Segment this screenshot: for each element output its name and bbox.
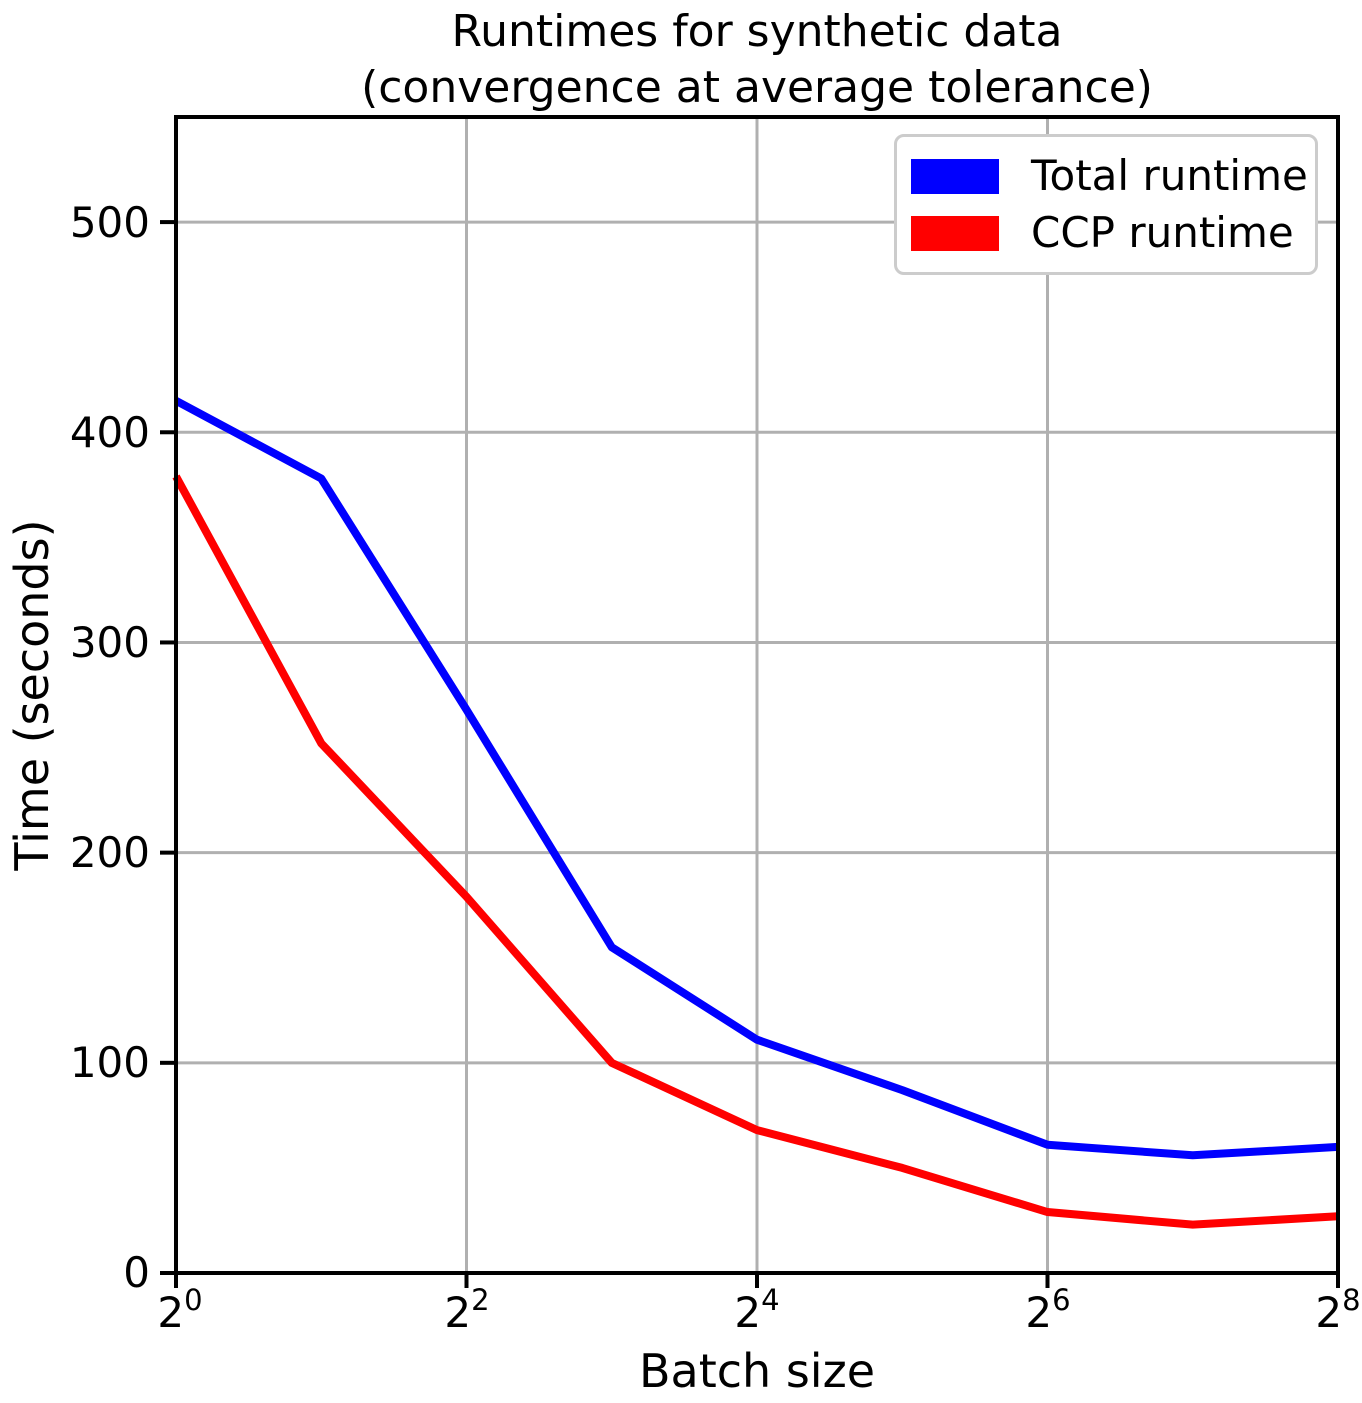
x-axis-label: Batch size — [638, 1344, 876, 1398]
xtick-label-2p0: 20 — [157, 1283, 202, 1340]
legend: Total runtime CCP runtime — [894, 134, 1318, 275]
gridlines — [176, 117, 1338, 1273]
ytick-label-100: 100 — [69, 1038, 150, 1087]
xtick-exponent: 4 — [761, 1283, 780, 1317]
ccp-runtime-line — [172, 474, 1339, 1229]
xtick-base: 2 — [444, 1288, 472, 1337]
xtick-base: 2 — [1025, 1288, 1053, 1337]
axes-spines — [174, 115, 1340, 1275]
legend-label: Total runtime — [1031, 151, 1308, 200]
xtick-exponent: 8 — [1342, 1283, 1361, 1317]
xtick-label-2p2: 22 — [444, 1283, 489, 1340]
ytick-label-400: 400 — [69, 408, 150, 457]
xtick-exponent: 2 — [471, 1283, 490, 1317]
total-runtime-line — [174, 397, 1339, 1160]
ytick-label-300: 300 — [69, 618, 150, 667]
xtick-exponent: 0 — [184, 1283, 203, 1317]
ytick-label-200: 200 — [69, 828, 150, 877]
ytick-label-0: 0 — [123, 1248, 150, 1297]
chart-title-line-2: (convergence at average tolerance) — [361, 62, 1153, 113]
tick-marks — [160, 220, 1340, 1288]
y-axis-label: Time (seconds) — [5, 519, 59, 871]
xtick-base: 2 — [1315, 1288, 1343, 1337]
ytick-label-500: 500 — [69, 198, 150, 247]
ccp-runtime-swatch — [911, 215, 999, 251]
xtick-label-2p4: 24 — [734, 1283, 779, 1340]
legend-item-total-runtime: Total runtime — [911, 151, 1308, 200]
xtick-label-2p6: 26 — [1025, 1283, 1070, 1340]
legend-label: CCP runtime — [1031, 208, 1294, 257]
chart-title-line-1: Runtimes for synthetic data — [451, 6, 1063, 57]
xtick-base: 2 — [734, 1288, 762, 1337]
xtick-base: 2 — [157, 1288, 185, 1337]
total-runtime-swatch — [911, 158, 999, 194]
legend-item-ccp-runtime: CCP runtime — [911, 210, 1305, 256]
xtick-label-2p8: 28 — [1315, 1283, 1360, 1340]
chart-title: Runtimes for synthetic data (convergence… — [176, 4, 1338, 116]
xtick-exponent: 6 — [1052, 1283, 1071, 1317]
